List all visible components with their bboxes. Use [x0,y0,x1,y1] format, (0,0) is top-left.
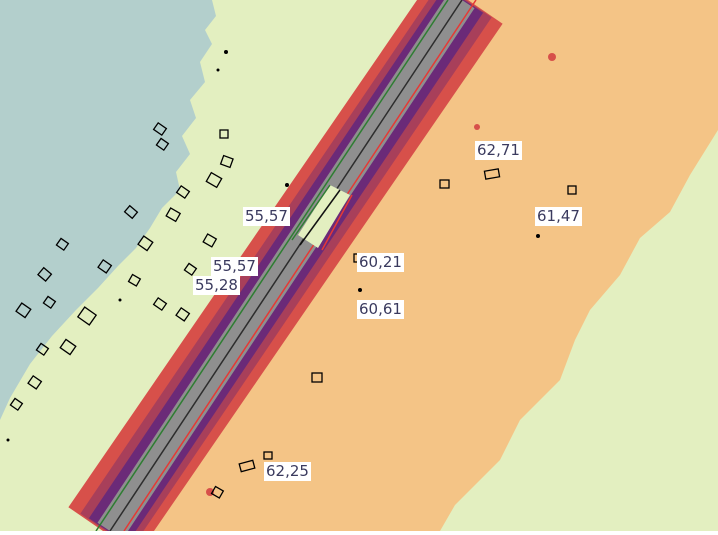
green-edge-line [95,0,449,532]
building[interactable] [219,129,229,139]
building[interactable] [35,342,50,357]
building[interactable] [76,306,98,326]
noise-level-label: 61,47 [535,207,582,226]
orange-noise-zone [150,0,718,531]
water-area [0,0,216,420]
building[interactable] [137,235,154,252]
bridge-centerline [299,189,341,246]
building[interactable] [37,266,53,282]
receiver-points [6,50,540,442]
noise-level-label: 55,28 [193,276,240,295]
bridge-deck [298,185,350,248]
building[interactable] [439,179,450,189]
building[interactable] [210,485,225,499]
building[interactable] [311,372,323,383]
hotspot [474,124,480,130]
building[interactable] [152,296,168,312]
building[interactable] [123,204,139,220]
building[interactable] [219,154,234,169]
building[interactable] [165,207,182,223]
hotspot [548,53,556,61]
buildings [9,121,577,499]
building[interactable] [202,233,218,248]
building[interactable] [155,137,170,152]
noise-level-label: 60,21 [357,253,404,272]
building[interactable] [175,306,191,322]
building[interactable] [183,262,198,277]
red-edge-line [123,0,477,532]
building[interactable] [59,338,77,356]
bridge-green-line [291,184,331,241]
building[interactable] [483,168,501,180]
building[interactable] [567,185,577,195]
bridge-red-line [321,194,353,251]
building[interactable] [97,258,113,274]
noise-level-label: 55,57 [243,207,290,226]
building[interactable] [127,273,142,287]
building[interactable] [9,397,24,412]
noise-level-label: 62,71 [475,141,522,160]
building[interactable] [263,451,273,460]
building[interactable] [238,459,256,473]
building[interactable] [55,237,70,252]
road-centerline [109,0,463,532]
noise-level-label: 55,57 [211,257,258,276]
noise-level-label: 60,61 [357,300,404,319]
building[interactable] [175,184,191,200]
building[interactable] [27,374,43,390]
noise-level-label: 62,25 [264,462,311,481]
building[interactable] [15,302,32,319]
building[interactable] [152,121,168,137]
building[interactable] [205,171,223,189]
building[interactable] [42,295,57,310]
